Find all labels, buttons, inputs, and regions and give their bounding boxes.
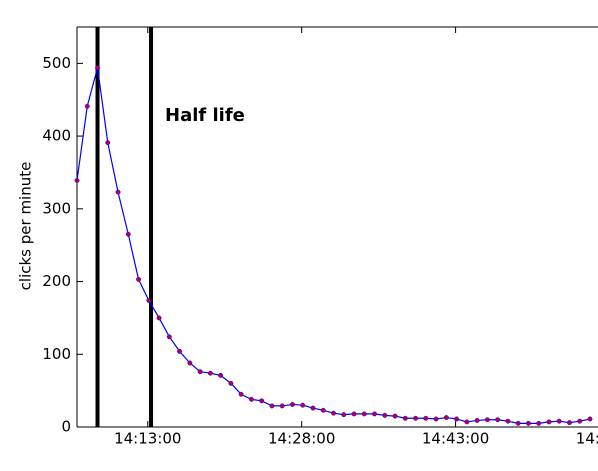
y-axis-label: clicks per minute — [17, 162, 35, 291]
data-point — [125, 231, 131, 237]
data-point — [95, 65, 100, 71]
data-point — [166, 334, 172, 340]
x-tick-label: 14:13:00 — [114, 430, 181, 448]
data-point — [567, 420, 572, 426]
x-tick-label: 14:43:00 — [422, 430, 489, 448]
data-point — [464, 419, 470, 425]
data-point — [187, 360, 193, 366]
data-point — [505, 418, 511, 424]
data-point — [84, 103, 90, 109]
data-point — [320, 407, 326, 413]
data-point — [515, 420, 521, 426]
data-point — [361, 411, 367, 417]
data-point — [177, 348, 183, 354]
data-point — [454, 416, 460, 422]
y-tick-label: 200 — [42, 272, 71, 290]
data-point — [423, 415, 429, 421]
data-point — [146, 298, 152, 303]
data-point — [587, 416, 593, 422]
data-point — [341, 412, 347, 418]
data-point — [413, 415, 419, 421]
data-point — [259, 398, 265, 404]
data-point — [331, 410, 336, 416]
annotation: Half life — [165, 105, 245, 126]
data-line — [76, 67, 591, 424]
data-point — [577, 418, 583, 424]
data-point — [115, 189, 121, 195]
data-point — [392, 413, 398, 419]
data-point — [300, 402, 306, 408]
data-point — [105, 140, 111, 146]
data-point — [136, 276, 142, 282]
data-point — [228, 380, 234, 386]
data-point — [495, 417, 501, 423]
data-point — [433, 416, 439, 422]
data-point — [525, 420, 531, 426]
y-tick-label: 300 — [42, 199, 71, 217]
data-point — [218, 372, 224, 378]
data-point — [556, 418, 562, 424]
data-point — [310, 405, 316, 411]
data-point — [248, 396, 254, 402]
data-point — [372, 411, 377, 417]
data-point — [546, 419, 552, 425]
data-point — [484, 417, 490, 423]
x-tick-label: 14:58:00 — [576, 430, 598, 448]
data-point — [402, 415, 408, 421]
x-tick-label: 14:28:00 — [268, 430, 335, 448]
data-point — [443, 415, 449, 420]
data-point — [351, 411, 357, 417]
data-point — [156, 315, 162, 321]
data-point — [474, 418, 480, 423]
y-tick-label: 400 — [42, 127, 71, 145]
data-point — [207, 370, 213, 376]
data-point — [269, 403, 275, 409]
y-tick-label: 500 — [42, 54, 71, 72]
data-point — [74, 178, 80, 183]
y-tick-label: 0 — [61, 418, 71, 436]
data-point — [290, 402, 295, 407]
data-point — [197, 369, 203, 375]
y-tick-label: 100 — [42, 345, 71, 363]
data-point — [238, 391, 244, 397]
data-point — [536, 420, 542, 426]
data-point — [279, 403, 285, 409]
data-point — [382, 412, 388, 418]
